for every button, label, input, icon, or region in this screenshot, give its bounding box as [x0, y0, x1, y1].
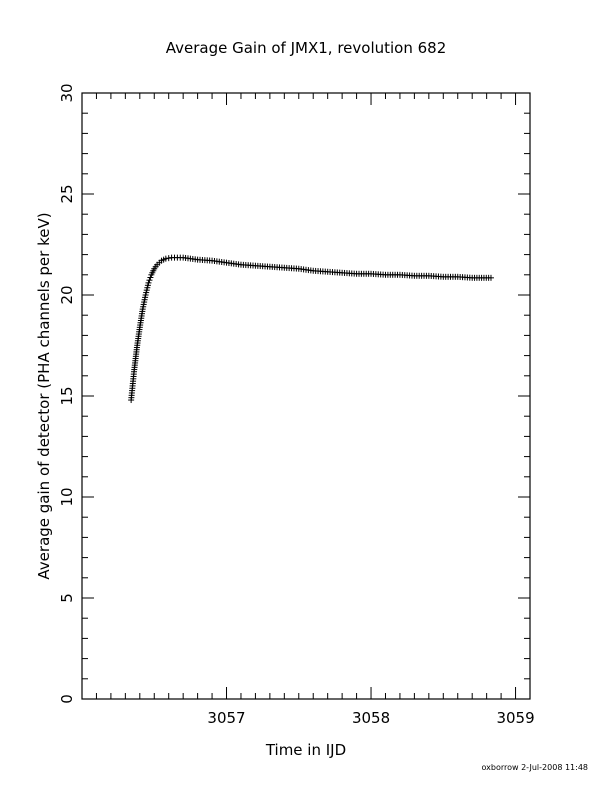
- y-axis-label: Average gain of detector (PHA channels p…: [35, 212, 53, 579]
- data-point: [162, 255, 169, 262]
- x-tick-label: 3057: [207, 709, 245, 727]
- data-point: [165, 255, 172, 262]
- data-point: [487, 274, 494, 281]
- data-point: [147, 274, 154, 281]
- y-tick-label: 30: [58, 83, 76, 102]
- y-tick-label: 20: [58, 285, 76, 304]
- data-point: [145, 279, 152, 286]
- chart-title: Average Gain of JMX1, revolution 682: [166, 39, 447, 57]
- data-series: [128, 254, 494, 404]
- x-axis-ticks: 3057 3058 3059: [81, 93, 535, 727]
- y-tick-label: 0: [58, 694, 76, 704]
- y-tick-label: 15: [58, 386, 76, 405]
- y-tick-label: 5: [58, 593, 76, 603]
- y-tick-label: 10: [58, 487, 76, 506]
- x-tick-label: 3058: [352, 709, 390, 727]
- plot-frame: [81, 92, 531, 700]
- x-tick-label: 3059: [496, 709, 534, 727]
- data-point: [146, 277, 153, 284]
- plot-stamp: oxborrow 2-Jul-2008 11:48: [481, 763, 588, 772]
- y-tick-label: 25: [58, 184, 76, 203]
- x-axis-label: Time in IJD: [265, 741, 346, 759]
- y-axis-ticks: 0 5 10 15 20 25 30: [58, 83, 530, 704]
